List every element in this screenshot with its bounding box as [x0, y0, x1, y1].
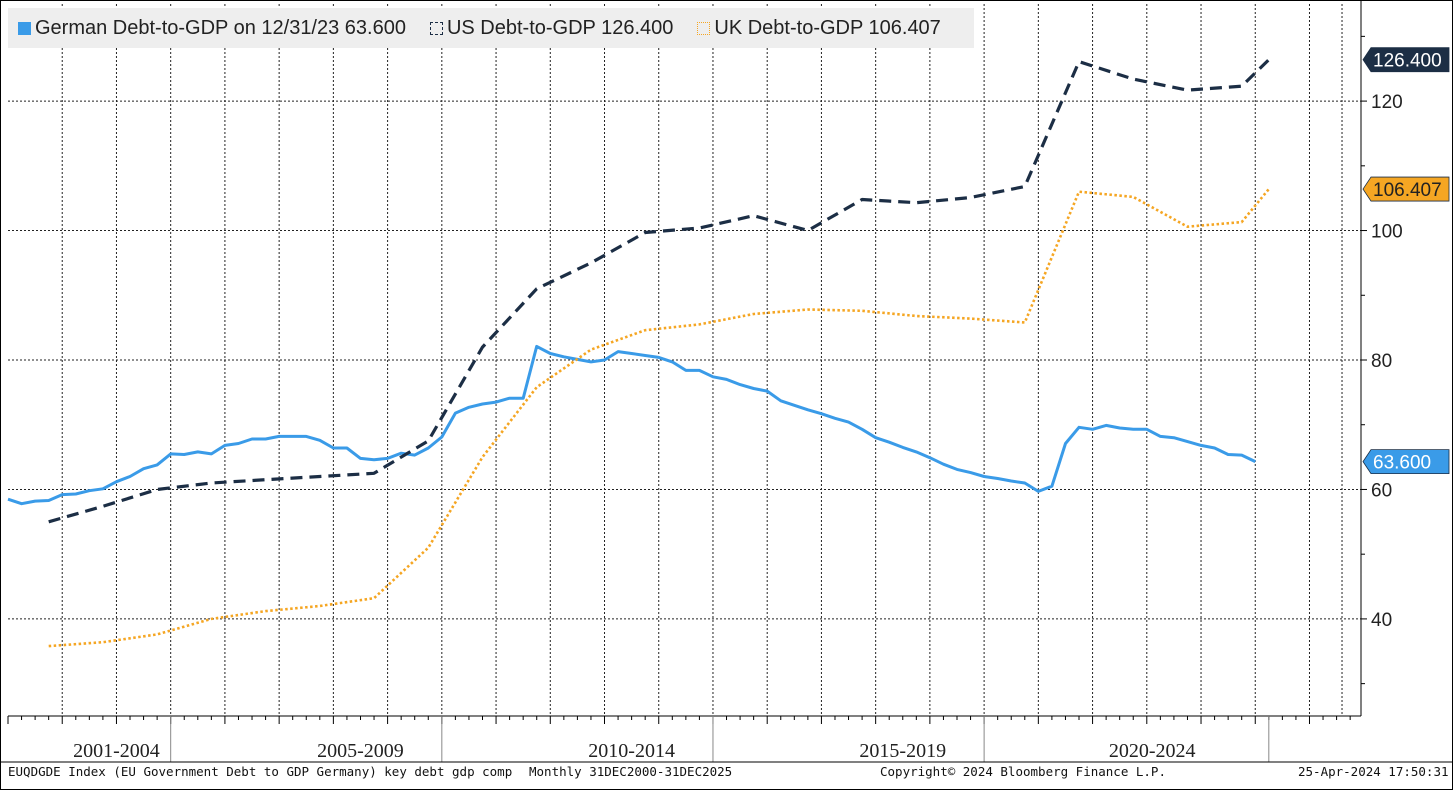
- y-tick-label-120: 120: [1371, 92, 1403, 113]
- last-value-label-german: 63.600: [1373, 453, 1431, 474]
- last-value-tag-us: [1362, 47, 1450, 73]
- period-label-4: 2020-2024: [1109, 740, 1196, 762]
- footer-copyright: Copyright© 2024 Bloomberg Finance L.P.: [880, 764, 1166, 779]
- series-line-us-debt-to-gdp: [48, 58, 1270, 524]
- period-label-3: 2015-2019: [859, 740, 946, 762]
- grid: [8, 0, 1362, 717]
- series-line-german-debt-to-gdp: [7, 344, 1256, 506]
- last-value-tag-uk: [1362, 176, 1450, 202]
- legend-swatch-us: [429, 21, 443, 35]
- y-axis: 40 60 80 100 120: [1361, 35, 1403, 685]
- period-label-2: 2010-2014: [588, 740, 675, 762]
- last-value-tags: 63.600 126.400 106.407: [1362, 47, 1450, 475]
- legend-label-german: German Debt-to-GDP on 12/31/23 63.600: [35, 16, 406, 39]
- legend-swatch-uk: [697, 21, 711, 35]
- y-tick-label-40: 40: [1371, 610, 1392, 631]
- y-tick-label-60: 60: [1371, 480, 1392, 501]
- legend-item-uk[interactable]: UK Debt-to-GDP 106.407: [697, 16, 941, 40]
- period-axis: 2001-2004 2005-2009 2010-2014 2015-2019 2020…: [0, 716, 1453, 763]
- last-value-tag-german: [1362, 449, 1450, 475]
- legend-item-us[interactable]: US Debt-to-GDP 126.400: [429, 16, 674, 40]
- y-tick-label-100: 100: [1371, 222, 1403, 243]
- footer-index-description: EUQDGDE Index (EU Government Debt to GDP…: [8, 764, 513, 779]
- last-value-label-us: 126.400: [1373, 51, 1442, 72]
- footer-date-range: Monthly 31DEC2000-31DEC2025: [529, 764, 733, 779]
- period-label-1: 2005-2009: [317, 740, 404, 762]
- y-tick-label-80: 80: [1371, 351, 1392, 372]
- legend-item-german[interactable]: German Debt-to-GDP on 12/31/23 63.600: [18, 17, 406, 40]
- legend-label-us: US Debt-to-GDP 126.400: [446, 16, 674, 39]
- footer-timestamp: 25-Apr-2024 17:50:31: [1298, 764, 1449, 779]
- period-label-0: 2001-2004: [73, 740, 160, 762]
- legend-label-uk: UK Debt-to-GDP 106.407: [714, 16, 941, 39]
- series-line-uk-debt-to-gdp: [48, 188, 1270, 648]
- legend: German Debt-to-GDP on 12/31/23 63.600 US…: [8, 8, 974, 48]
- last-value-label-uk: 106.407: [1373, 180, 1442, 201]
- legend-swatch-german: [18, 21, 31, 35]
- series-lines: [7, 58, 1270, 648]
